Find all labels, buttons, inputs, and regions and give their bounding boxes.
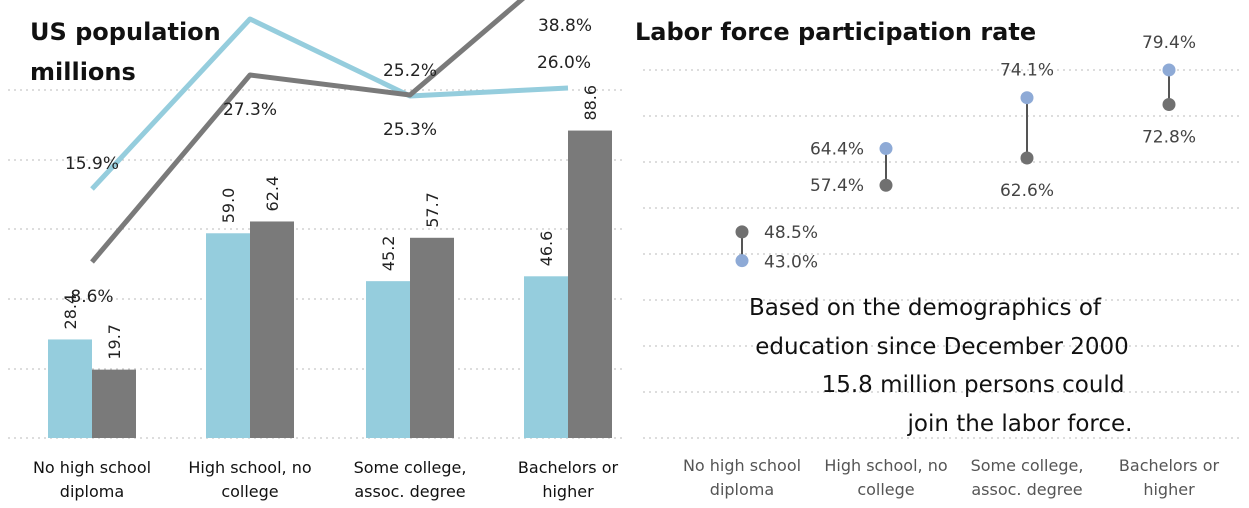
line-value-label: 32.9% <box>223 0 277 4</box>
dot-blue <box>1162 63 1176 77</box>
right-category-label: assoc. degree <box>971 480 1082 499</box>
bar-value-label: 45.2 <box>379 236 398 272</box>
right-category-label: High school, no <box>824 456 947 475</box>
bar-light-0 <box>48 339 92 438</box>
left-category-label: Bachelors or <box>518 458 619 477</box>
dot-value-label: 48.5% <box>764 223 818 243</box>
right-category-label: college <box>857 480 914 499</box>
left-category-label: diploma <box>60 482 124 501</box>
line-value-label: 38.8% <box>538 16 592 36</box>
line-value-label: 8.6% <box>70 287 113 307</box>
bar-light-3 <box>524 276 568 438</box>
note-line-1: Based on the demographics of <box>749 295 1102 321</box>
line-value-label: 25.3% <box>383 120 437 140</box>
line-value-label: 26.0% <box>537 53 591 73</box>
left-category-label: higher <box>542 482 594 501</box>
dot-blue <box>879 142 893 156</box>
bar-dark-1 <box>250 221 294 438</box>
dot-value-label: 72.8% <box>1142 128 1196 148</box>
bar-dark-2 <box>410 237 454 438</box>
left-category-label: High school, no <box>188 458 311 477</box>
right-category-label: higher <box>1143 480 1195 499</box>
bar-value-label: 19.7 <box>105 324 124 360</box>
left-title-line2: millions <box>30 58 136 86</box>
dot-value-label: 74.1% <box>1000 61 1054 81</box>
bar-value-label: 46.6 <box>537 231 556 267</box>
dot-gray <box>1162 98 1176 112</box>
left-category-label: Some college, <box>354 458 467 477</box>
left-category-label: No high school <box>33 458 151 477</box>
dot-gray <box>1020 151 1034 165</box>
bar-dark-0 <box>92 369 136 438</box>
trend-line-light <box>90 16 569 191</box>
line-value-label: 25.2% <box>383 61 437 81</box>
bar-dark-3 <box>568 130 612 439</box>
left-title-line1: US population <box>30 18 221 46</box>
bar-light-1 <box>206 233 250 438</box>
bar-light-2 <box>366 281 410 438</box>
dot-group: 48.5% 43.0% 64.4% 57.4% 74.1% 62.6% 79.4% 72.8% <box>735 33 1196 273</box>
dot-value-label: 57.4% <box>810 176 864 196</box>
left-category-label: college <box>221 482 278 501</box>
dot-value-label: 43.0% <box>764 253 818 273</box>
note-line-2: education since December 2000 <box>755 334 1129 360</box>
trend-line-dark <box>90 0 526 264</box>
right-category-labels: No high school diploma High school, no coll… <box>683 456 1220 499</box>
dot-value-label: 79.4% <box>1142 33 1196 53</box>
bar-value-label: 59.0 <box>219 188 238 224</box>
note-line-4: join the labor force. <box>907 411 1133 437</box>
bar-value-label: 88.6 <box>581 85 600 121</box>
line-value-label: 27.3% <box>223 100 277 120</box>
left-category-labels: No high school diploma High school, no coll… <box>33 458 619 501</box>
bar-group: 28.4 59.0 45.2 46.6 19.7 62.4 57.7 88.6 <box>48 85 612 439</box>
bar-value-label: 28.4 <box>61 294 80 330</box>
dot-gray <box>735 225 749 239</box>
dot-blue <box>1020 91 1034 105</box>
dot-gray <box>879 178 893 192</box>
left-category-label: assoc. degree <box>354 482 465 501</box>
note-line-3: 15.8 million persons could <box>822 372 1125 398</box>
dot-value-label: 64.4% <box>810 140 864 160</box>
dot-value-label: 62.6% <box>1000 181 1054 201</box>
right-title: Labor force participation rate <box>635 18 1036 46</box>
bar-value-label: 57.7 <box>423 192 442 228</box>
right-category-label: Bachelors or <box>1119 456 1220 475</box>
note-text: Based on the demographics of education s… <box>749 295 1132 437</box>
right-category-label: No high school <box>683 456 801 475</box>
line-group: 15.9% 32.9% 25.2% 26.0% 8.6% 27.3% 25.3% 38.8% <box>65 0 592 307</box>
dot-blue <box>735 254 749 268</box>
bar-value-label: 62.4 <box>263 176 282 212</box>
right-category-label: diploma <box>710 480 774 499</box>
right-category-label: Some college, <box>971 456 1084 475</box>
line-value-label: 15.9% <box>65 154 119 174</box>
